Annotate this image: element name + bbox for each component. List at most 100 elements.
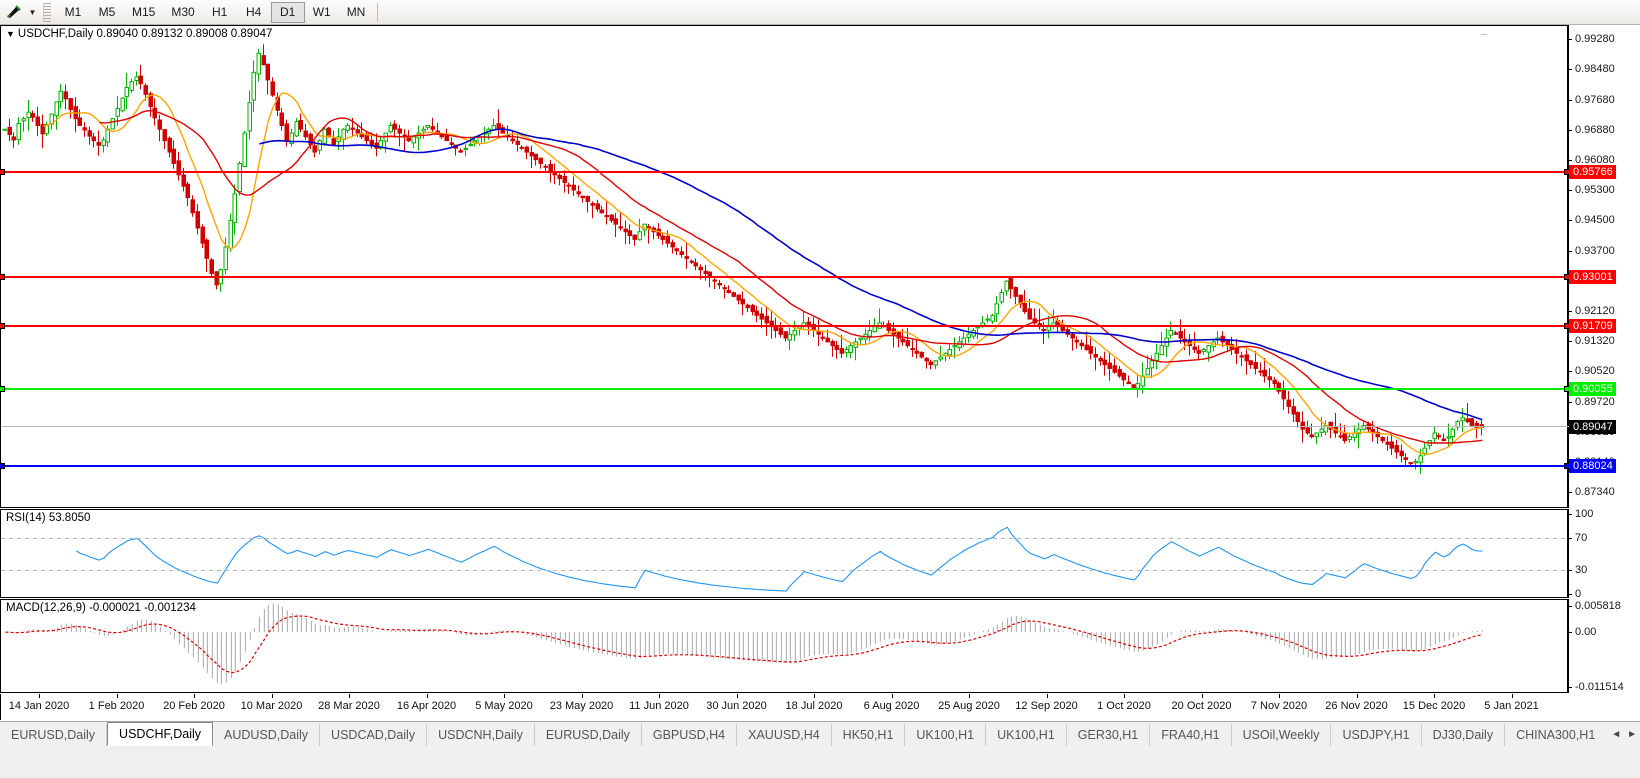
candlestick-canvas — [2, 44, 1485, 474]
price-tag-resistance-3[interactable]: 0.91709 — [1569, 319, 1616, 334]
rsi-scale[interactable]: 100 70 30 0 — [1568, 508, 1640, 600]
timeframe-m1[interactable]: M1 — [64, 5, 82, 19]
chart-tab-usdjpy-h1[interactable]: USDJPY,H1 — [1331, 724, 1422, 746]
chart-tab-hk50-h1[interactable]: HK50,H1 — [832, 724, 906, 746]
date-tick — [426, 694, 428, 698]
price-tag-support-1[interactable]: 0.90055 — [1569, 382, 1616, 397]
date-tick — [581, 694, 583, 698]
level-line-0.91709[interactable] — [0, 323, 1570, 330]
price-tick: 0.94500 — [1568, 214, 1615, 226]
crosshair-cursor-icon[interactable] — [2, 1, 26, 23]
date-label: 20 Oct 2020 — [1171, 700, 1232, 712]
price-tag-last-price[interactable]: 0.89047 — [1569, 420, 1616, 435]
rsi-tick: 100 — [1568, 508, 1593, 520]
tab-scroll-prev-icon[interactable]: ◄ — [1611, 728, 1622, 740]
chart-tab-usdchf-daily[interactable]: USDCHF,Daily — [107, 722, 213, 746]
chart-tab-uk100-h1[interactable]: UK100,H1 — [905, 724, 987, 746]
level-line-0.93001[interactable] — [0, 274, 1570, 281]
date-label: 1 Feb 2020 — [88, 700, 145, 712]
chart-area[interactable]: ▼ USDCHF,Daily 0.89040 0.89132 0.89008 0.… — [0, 25, 1640, 721]
price-tag-support-2[interactable]: 0.88024 — [1569, 459, 1616, 474]
price-pane[interactable]: ▼ USDCHF,Daily 0.89040 0.89132 0.89008 0.… — [0, 25, 1570, 508]
price-scale[interactable]: 0.99280 0.98480 0.97680 0.96880 0.96080 0.953… — [1568, 25, 1640, 508]
date-tick — [116, 694, 118, 698]
price-tick: 0.96080 — [1568, 154, 1615, 166]
level-handle[interactable] — [0, 169, 5, 176]
date-tick — [736, 694, 738, 698]
toolbar-grip[interactable] — [43, 2, 51, 22]
timeframe-d1[interactable]: D1 — [270, 1, 305, 23]
macd-pane-label: MACD(12,26,9) -0.000021 -0.001234 — [6, 602, 196, 614]
date-tick — [504, 694, 505, 698]
date-label: 6 Aug 2020 — [863, 700, 920, 712]
date-tick — [1356, 694, 1358, 698]
date-tick — [349, 694, 350, 698]
price-axis-line — [1568, 25, 1569, 508]
date-axis[interactable]: 14 Jan 2020 1 Feb 2020 20 Feb 2020 10 Mar 2… — [0, 694, 1568, 720]
date-label: 1 Oct 2020 — [1097, 700, 1151, 712]
date-tick — [814, 694, 815, 698]
level-handle[interactable] — [0, 323, 5, 330]
chart-tab-xauusd-h4[interactable]: XAUUSD,H4 — [737, 724, 832, 746]
level-line-0.88024[interactable] — [0, 463, 1570, 470]
date-label: 16 Apr 2020 — [396, 700, 457, 712]
timeframe-m5[interactable]: M5 — [98, 5, 116, 19]
date-tick — [969, 694, 970, 698]
rsi-pane-label: RSI(14) 53.8050 — [6, 512, 91, 524]
macd-scale[interactable]: 0.005818 0.00 -0.011514 — [1568, 599, 1640, 693]
level-handle[interactable] — [0, 386, 5, 393]
timeframe-h1[interactable]: H1 — [212, 5, 228, 19]
chart-tab-usdcad-daily[interactable]: USDCAD,Daily — [320, 724, 428, 746]
chart-tab-uk100-h1[interactable]: UK100,H1 — [986, 724, 1067, 746]
rsi-axis-line — [1568, 509, 1569, 598]
date-tick — [1511, 694, 1513, 698]
date-tick — [1046, 694, 1048, 698]
date-label: 18 Jul 2020 — [785, 700, 843, 712]
top-toolbar: ▼ M1 M5 M15 M30 H1 H4 D1 W1 MN — [0, 0, 1640, 25]
chart-tab-audusd-daily[interactable]: AUDUSD,Daily — [213, 724, 321, 746]
date-tick — [1124, 694, 1125, 698]
chart-tabbar[interactable]: EURUSD,Daily USDCHF,Daily AUDUSD,Daily USDC… — [0, 721, 1640, 778]
date-tick — [1201, 694, 1203, 698]
rsi-tick: 0 — [1568, 588, 1581, 600]
date-tick — [659, 694, 660, 698]
chart-tab-usoil-weekly[interactable]: USOil,Weekly — [1232, 724, 1332, 746]
price-pane-title: USDCHF,Daily 0.89040 0.89132 0.89008 0.8… — [17, 28, 273, 40]
rsi-pane[interactable]: RSI(14) 53.8050 — [0, 509, 1569, 598]
timeframe-group: M1 M5 M15 M30 H1 H4 D1 W1 MN — [56, 1, 373, 24]
chart-tab-fra40-h1[interactable]: FRA40,H1 — [1150, 724, 1232, 746]
tab-scroll-nav[interactable]: ◄ ► — [1608, 722, 1640, 746]
price-tick: 0.95300 — [1568, 184, 1615, 196]
date-label: 23 May 2020 — [549, 700, 614, 712]
level-line-0.89047[interactable] — [1, 426, 1569, 428]
timeframe-m30[interactable]: M30 — [171, 5, 195, 19]
price-tick: 0.98480 — [1568, 63, 1615, 75]
chart-tab-eurusd-daily[interactable]: EURUSD,Daily — [0, 724, 108, 746]
price-tag-resistance-2[interactable]: 0.93001 — [1569, 270, 1616, 285]
chart-tab-china300-h1[interactable]: CHINA300,H1 — [1505, 724, 1606, 746]
chart-tab-usdcnh-daily[interactable]: USDCNH,Daily — [427, 724, 535, 746]
macd-axis-line — [1568, 599, 1569, 693]
price-tick: 0.90520 — [1568, 365, 1615, 377]
timeframe-h4[interactable]: H4 — [246, 5, 262, 19]
pane-collapse-icon[interactable]: ▼ — [6, 29, 15, 39]
date-tick — [39, 694, 40, 698]
timeframe-mn[interactable]: MN — [346, 5, 366, 19]
timeframe-w1[interactable]: W1 — [312, 5, 331, 19]
timeframe-m15[interactable]: M15 — [132, 5, 156, 19]
level-handle[interactable] — [0, 463, 5, 470]
date-label: 28 Mar 2020 — [318, 700, 380, 712]
chart-tab-eurusd-daily[interactable]: EURUSD,Daily — [535, 724, 642, 746]
chart-tab-gbpusd-h4[interactable]: GBPUSD,H4 — [642, 724, 738, 746]
chart-tab-dj30-daily[interactable]: DJ30,Daily — [1422, 724, 1506, 746]
level-line-0.90055[interactable] — [0, 386, 1570, 393]
level-handle[interactable] — [0, 274, 5, 281]
toolbar-dropdown-icon[interactable]: ▼ — [28, 7, 37, 17]
tab-scroll-next-icon[interactable]: ► — [1627, 728, 1637, 740]
date-label: 11 Jun 2020 — [629, 700, 689, 712]
date-label: 30 Jun 2020 — [706, 700, 767, 712]
chart-tab-ger30-h1[interactable]: GER30,H1 — [1067, 724, 1151, 746]
level-line-0.95766[interactable] — [0, 169, 1570, 176]
macd-pane[interactable]: MACD(12,26,9) -0.000021 -0.001234 — [0, 599, 1568, 693]
price-tag-resistance-1[interactable]: 0.95766 — [1569, 165, 1616, 180]
